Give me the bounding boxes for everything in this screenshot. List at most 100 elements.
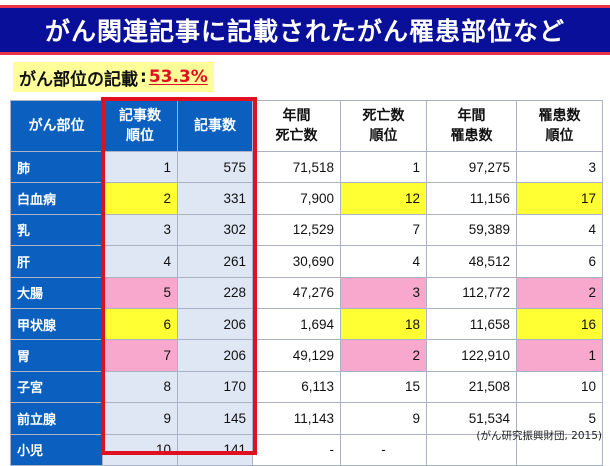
cell-death-rank: 4 bbox=[340, 245, 427, 278]
cell-article-rank: 5 bbox=[102, 276, 178, 309]
header-death-rank-line2: 順位 bbox=[369, 128, 398, 144]
cell-article-rank: 3 bbox=[102, 213, 178, 247]
cell-incidence-rank: 2 bbox=[516, 276, 603, 309]
cell-incidence-rank: 10 bbox=[516, 370, 603, 404]
header-deaths: 年間 死亡数 bbox=[252, 100, 341, 152]
header-incidence-rank-line1: 罹患数 bbox=[538, 108, 581, 124]
cell-death-rank: 2 bbox=[340, 339, 427, 372]
cell-incidence: 59,389 bbox=[426, 213, 517, 247]
cell-incidence: 51,534 bbox=[426, 402, 517, 435]
cell-article-count: 145 bbox=[177, 402, 253, 435]
table-row: 前立腺 9 145 11,143 9 51,534 5 bbox=[10, 402, 603, 435]
table-row: 大腸 5 228 47,276 3 112,772 2 bbox=[10, 276, 603, 309]
cell-article-count: 206 bbox=[177, 307, 253, 341]
cell-deaths: 49,129 bbox=[252, 339, 341, 372]
header-incidence-line2: 罹患数 bbox=[450, 128, 493, 144]
cell-deaths: - bbox=[252, 433, 341, 466]
table-row: 肺 1 575 71,518 1 97,275 3 bbox=[10, 150, 603, 184]
cell-death-rank: 18 bbox=[340, 307, 427, 341]
header-article-rank-line1: 記事数 bbox=[119, 108, 161, 124]
header-site: がん部位 bbox=[10, 100, 103, 152]
cell-article-count: 575 bbox=[177, 150, 253, 184]
cell-site: 胃 bbox=[10, 339, 103, 372]
cell-site: 乳 bbox=[10, 213, 103, 247]
cell-deaths: 7,900 bbox=[252, 182, 341, 215]
subtitle-label: がん部位の記載 bbox=[19, 69, 138, 90]
cell-incidence: 122,910 bbox=[426, 339, 517, 372]
cell-site: 白血病 bbox=[10, 182, 103, 215]
cell-article-rank: 7 bbox=[102, 339, 178, 372]
table-row: 胃 7 206 49,129 2 122,910 1 bbox=[10, 339, 603, 372]
cell-article-rank: 2 bbox=[102, 182, 178, 215]
cell-article-count: 302 bbox=[177, 213, 253, 247]
cell-article-rank: 1 bbox=[102, 150, 178, 184]
table-row: 肝 4 261 30,690 4 48,512 6 bbox=[10, 245, 603, 278]
cell-article-count: 170 bbox=[177, 370, 253, 404]
cell-death-rank: 15 bbox=[340, 370, 427, 404]
table-row: 甲状腺 6 206 1,694 18 11,658 16 bbox=[10, 307, 603, 341]
cell-incidence: 11,658 bbox=[426, 307, 517, 341]
cell-incidence: 11,156 bbox=[426, 182, 517, 215]
subtitle: がん部位の記載 : 53.3% bbox=[13, 62, 214, 92]
cell-death-rank: - bbox=[340, 433, 427, 466]
cell-deaths: 11,143 bbox=[252, 402, 341, 435]
cell-article-rank: 4 bbox=[102, 245, 178, 278]
cell-incidence-rank: 4 bbox=[516, 213, 603, 247]
header-incidence-rank: 罹患数 順位 bbox=[516, 100, 603, 152]
cell-site: 肝 bbox=[10, 245, 103, 278]
header-article-count: 記事数 bbox=[177, 100, 253, 152]
cell-incidence-rank: 17 bbox=[516, 182, 603, 215]
table-row: 白血病 2 331 7,900 12 11,156 17 bbox=[10, 182, 603, 215]
cell-incidence-rank: 1 bbox=[516, 339, 603, 372]
header-incidence-line1: 年間 bbox=[457, 108, 486, 124]
cell-incidence: 21,508 bbox=[426, 370, 517, 404]
cell-article-count: 228 bbox=[177, 276, 253, 309]
cell-deaths: 1,694 bbox=[252, 307, 341, 341]
cell-article-count: 261 bbox=[177, 245, 253, 278]
cell-deaths: 71,518 bbox=[252, 150, 341, 184]
cell-site: 肺 bbox=[10, 150, 103, 184]
header-death-rank-line1: 死亡数 bbox=[362, 108, 405, 124]
header-article-rank: 記事数 順位 bbox=[102, 100, 178, 152]
page-title: がん関連記事に記載されたがん罹患部位など bbox=[0, 5, 610, 55]
cell-article-rank: 6 bbox=[102, 307, 178, 341]
cell-deaths: 6,113 bbox=[252, 370, 341, 404]
table-row: 乳 3 302 12,529 7 59,389 4 bbox=[10, 213, 603, 247]
header-deaths-line1: 年間 bbox=[282, 108, 311, 124]
cell-death-rank: 1 bbox=[340, 150, 427, 184]
cell-incidence: 48,512 bbox=[426, 245, 517, 278]
cell-death-rank: 9 bbox=[340, 402, 427, 435]
cell-death-rank: 3 bbox=[340, 276, 427, 309]
cell-article-count: 331 bbox=[177, 182, 253, 215]
cell-article-count: 141 bbox=[177, 433, 253, 466]
cell-incidence-rank: 6 bbox=[516, 245, 603, 278]
cell-death-rank: 7 bbox=[340, 213, 427, 247]
cell-article-rank: 10 bbox=[102, 433, 178, 466]
cell-deaths: 30,690 bbox=[252, 245, 341, 278]
table-row: 子宮 8 170 6,113 15 21,508 10 bbox=[10, 370, 603, 404]
cancer-site-table: がん部位 記事数 順位 記事数 年間 死亡数 死亡数 順位 年間 罹患数 罹患数… bbox=[10, 100, 603, 466]
cell-incidence: 97,275 bbox=[426, 150, 517, 184]
cell-site: 甲状腺 bbox=[10, 307, 103, 341]
cell-deaths: 12,529 bbox=[252, 213, 341, 247]
cell-article-count: 206 bbox=[177, 339, 253, 372]
cell-incidence: 112,772 bbox=[426, 276, 517, 309]
cell-incidence-rank: 3 bbox=[516, 150, 603, 184]
subtitle-separator: : bbox=[140, 67, 147, 87]
header-article-rank-line2: 順位 bbox=[126, 128, 154, 144]
cell-site: 子宮 bbox=[10, 370, 103, 404]
source-citation: (がん研究振興財団, 2015) bbox=[476, 430, 602, 442]
subtitle-percent: 53.3% bbox=[148, 67, 208, 87]
cell-site: 前立腺 bbox=[10, 402, 103, 435]
table-header-row: がん部位 記事数 順位 記事数 年間 死亡数 死亡数 順位 年間 罹患数 罹患数… bbox=[10, 100, 603, 152]
header-incidence-rank-line2: 順位 bbox=[545, 128, 574, 144]
cell-article-rank: 9 bbox=[102, 402, 178, 435]
cell-site: 小児 bbox=[10, 433, 103, 466]
cell-site: 大腸 bbox=[10, 276, 103, 309]
cell-incidence-rank: 5 bbox=[516, 402, 603, 435]
cell-deaths: 47,276 bbox=[252, 276, 341, 309]
header-death-rank: 死亡数 順位 bbox=[340, 100, 427, 152]
header-deaths-line2: 死亡数 bbox=[275, 128, 318, 144]
cell-article-rank: 8 bbox=[102, 370, 178, 404]
cell-death-rank: 12 bbox=[340, 182, 427, 215]
